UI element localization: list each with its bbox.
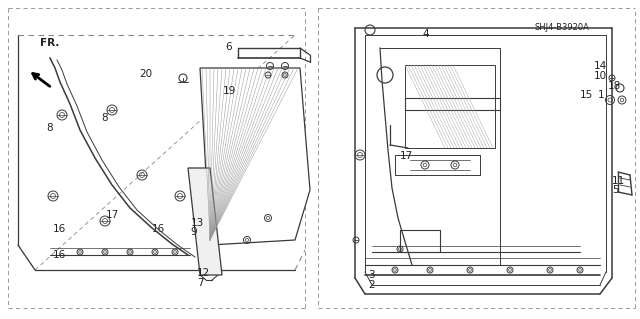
Text: 20: 20 <box>140 69 153 79</box>
Text: 14: 14 <box>594 61 607 71</box>
Text: 8: 8 <box>101 113 108 123</box>
Text: 5: 5 <box>612 185 618 195</box>
Text: 1: 1 <box>598 90 604 100</box>
Text: 11: 11 <box>612 175 625 186</box>
Text: 19: 19 <box>223 86 236 96</box>
Text: 9: 9 <box>191 227 197 237</box>
Text: 15: 15 <box>580 90 593 100</box>
Text: 6: 6 <box>225 42 232 52</box>
Text: 18: 18 <box>608 81 621 91</box>
Text: 17: 17 <box>399 151 413 161</box>
Text: 16: 16 <box>52 249 66 260</box>
Text: 10: 10 <box>594 71 607 81</box>
Text: 8: 8 <box>46 122 52 133</box>
Text: 7: 7 <box>197 278 204 288</box>
Polygon shape <box>405 65 495 148</box>
Polygon shape <box>200 68 310 245</box>
Text: 17: 17 <box>106 210 120 220</box>
Text: 16: 16 <box>52 224 66 234</box>
Text: 4: 4 <box>422 29 429 40</box>
Text: 12: 12 <box>197 268 211 278</box>
Text: FR.: FR. <box>40 38 60 48</box>
Polygon shape <box>188 168 222 275</box>
Text: 2: 2 <box>369 279 375 290</box>
Text: 16: 16 <box>152 224 165 234</box>
Text: 13: 13 <box>191 218 204 228</box>
Text: 3: 3 <box>369 270 375 280</box>
Text: SHJ4-B3920A: SHJ4-B3920A <box>534 23 589 32</box>
